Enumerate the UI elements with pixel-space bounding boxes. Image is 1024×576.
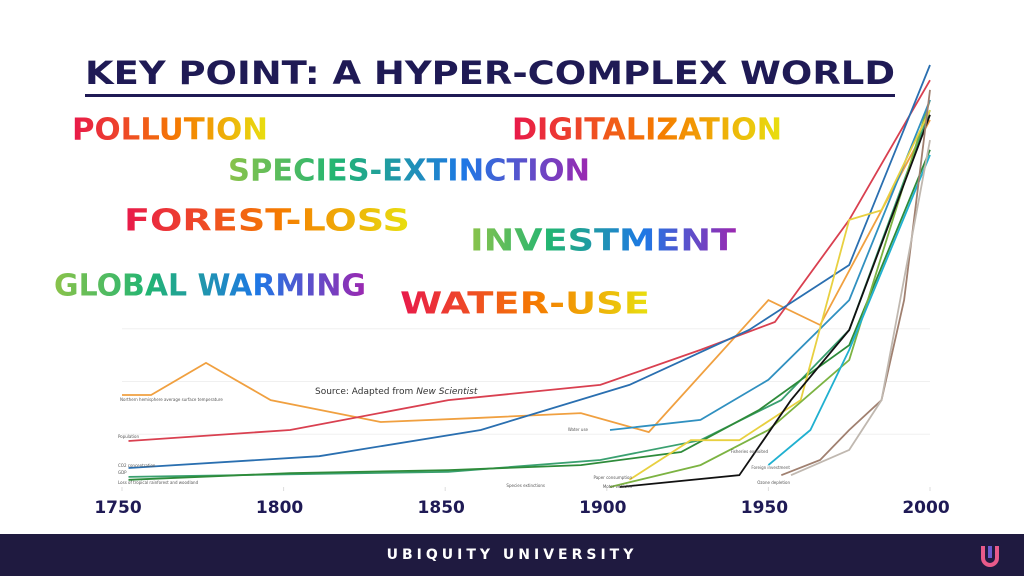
series-line (128, 149, 931, 481)
series-line (128, 79, 931, 442)
series-line (767, 154, 931, 466)
series-line (128, 64, 931, 469)
series-label: Species extinctions (506, 483, 545, 488)
series-label: Water use (568, 427, 589, 432)
x-tick-label: 2000 (902, 498, 949, 518)
x-tick-label: 1850 (418, 498, 465, 518)
series-label: Ozone depletion (757, 480, 790, 485)
footer-text: UBIQUITY UNIVERSITY (387, 547, 638, 563)
overlay-words: POLLUTION DIGITALIZATION SPECIES-EXTINCTIO… (54, 113, 782, 322)
x-tick-label: 1750 (94, 498, 141, 518)
plot: 1750 1800 1850 1900 1950 2000 Northern hemisph… (94, 64, 950, 518)
overlay-word: POLLUTION (72, 113, 268, 148)
overlay-word: GLOBAL WARMING (54, 269, 366, 304)
footer-bar (0, 534, 1024, 576)
overlay-word: FOREST-LOSS (124, 204, 410, 239)
logo (981, 546, 999, 567)
source-publication: New Scientist (416, 387, 478, 397)
source-text: Source: Adapted from (315, 387, 413, 397)
series-line (780, 89, 931, 477)
series-line (790, 139, 931, 477)
series-line (628, 109, 931, 481)
series-label: Fisheries exploited (731, 449, 769, 454)
slide-title: KEY POINT: A HYPER-COMPLEX WORLD (85, 54, 895, 92)
series-label: Population (118, 434, 139, 439)
series-line (609, 99, 931, 431)
series-label: Northern hemisphere average surface temp… (120, 397, 223, 402)
series-label: Foreign investment (751, 465, 790, 470)
series-label: Paper consumption (594, 475, 633, 480)
series-line (619, 114, 931, 488)
x-tick-label: 1900 (579, 498, 626, 518)
series-label: Motor vehicles (603, 484, 632, 489)
overlay-word: INVESTMENT (470, 224, 737, 259)
series-label: CO2 concentration (118, 463, 156, 468)
x-tick-label: 1800 (256, 498, 303, 518)
overlay-word: DIGITALIZATION (512, 113, 782, 148)
series-label: GDP (118, 470, 127, 475)
series-line (609, 99, 931, 488)
overlay-word: SPECIES-EXTINCTION (228, 154, 590, 189)
series-label: Loss of tropical rainforest and woodland (118, 480, 199, 485)
overlay-word: WATER-USE (400, 287, 650, 322)
title-underline (85, 94, 895, 97)
x-tick-label: 1950 (741, 498, 788, 518)
source-note: Source: Adapted from New Scientist (315, 387, 478, 397)
